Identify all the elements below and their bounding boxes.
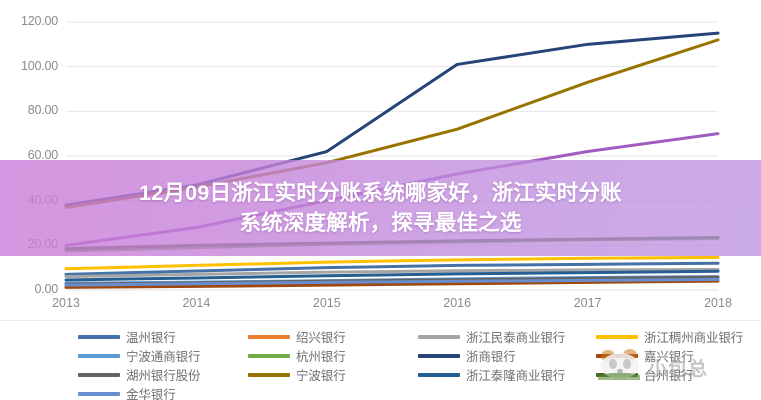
y-tick-label: 100.00	[20, 58, 58, 73]
legend-label: 浙商银行	[466, 350, 516, 364]
legend-item[interactable]: 浙商银行	[418, 346, 565, 365]
legend-label: 浙江民泰商业银行	[466, 331, 566, 345]
legend-item[interactable]: 温州银行	[78, 327, 200, 346]
legend-item[interactable]: 杭州银行	[248, 346, 346, 365]
legend-item[interactable]: 湖州银行股份	[78, 365, 201, 384]
legend-column: 绍兴银行杭州银行宁波银行	[248, 327, 346, 384]
legend-label: 台州银行	[644, 369, 694, 383]
promo-headline-line2: 系统深度解析，探寻最佳之选	[239, 211, 522, 235]
x-tick-label: 2014	[182, 296, 211, 310]
legend-item[interactable]: 宁波银行	[248, 365, 346, 384]
legend-label: 嘉兴银行	[644, 350, 694, 364]
legend-label: 宁波银行	[296, 369, 346, 383]
legend-item[interactable]: 浙江泰隆商业银行	[418, 365, 565, 384]
legend-label: 金华银行	[126, 388, 176, 400]
series-line	[64, 261, 720, 276]
y-tick-label: 0.00	[34, 282, 58, 296]
legend-item[interactable]: 金华银行	[78, 384, 200, 400]
legend-swatch	[78, 334, 120, 339]
legend-column: 温州银行宁波通商银行 湖州银行股份 金华银行	[78, 327, 201, 400]
legend-item[interactable]: 宁波通商银行	[78, 346, 201, 365]
legend-swatch	[78, 391, 120, 396]
legend-label: 宁波通商银行	[126, 350, 201, 364]
y-tick-label: 80.00	[27, 103, 58, 118]
legend-swatch	[596, 372, 638, 377]
legend-label: 温州银行	[126, 331, 176, 345]
x-tick-label: 2018	[704, 296, 732, 310]
legend-swatch	[418, 372, 460, 377]
legend-item[interactable]: 浙江稠州商业银行	[596, 327, 743, 346]
legend-item[interactable]: 台州银行	[596, 365, 743, 384]
x-tick-label: 2017	[573, 296, 602, 310]
promo-banner: 12月09日浙江实时分账系统哪家好，浙江实时分账 系统深度解析，探寻最佳之选	[0, 160, 761, 256]
x-tick-label: 2015	[312, 296, 341, 310]
legend-swatch	[248, 334, 290, 339]
legend-column: 浙江民泰商业银行 浙商银行浙江泰隆商业银行	[418, 327, 565, 384]
chart-plot-svg	[64, 21, 720, 291]
legend-swatch	[418, 334, 460, 339]
series-line	[64, 255, 720, 271]
legend-label: 浙江稠州商业银行	[644, 331, 744, 345]
y-tick-label: 120.00	[20, 14, 58, 28]
legend-item[interactable]: 绍兴银行	[248, 327, 346, 346]
legend-swatch	[248, 372, 290, 377]
legend-swatch	[248, 353, 290, 358]
series-line	[64, 278, 720, 287]
legend-label: 绍兴银行	[296, 331, 346, 345]
promo-headline: 12月09日浙江实时分账系统哪家好，浙江实时分账 系统深度解析，探寻最佳之选	[139, 178, 622, 238]
legend-swatch	[596, 334, 638, 339]
legend-column: 浙江稠州商业银行 嘉兴银行台州银行	[596, 327, 743, 384]
legend-swatch	[78, 353, 120, 358]
x-tick-label: 2013	[52, 296, 80, 310]
chart-legend: 温州银行 宁波通商银行 湖州银行股份 金华银行 绍兴银行 杭州银行 宁波银行 浙江民泰商业银行…	[0, 320, 761, 400]
legend-swatch	[78, 372, 120, 377]
promo-headline-line1: 12月09日浙江实时分账系统哪家好，浙江实时分账	[139, 181, 622, 205]
legend-item[interactable]: 浙江民泰商业银行	[418, 327, 565, 346]
legend-swatch	[596, 353, 638, 358]
y-tick-label: 60.00	[27, 148, 58, 162]
series-line	[64, 279, 720, 289]
legend-label: 湖州银行股份	[126, 369, 201, 383]
legend-swatch	[418, 353, 460, 358]
x-tick-label: 2016	[443, 296, 472, 310]
series-line	[64, 267, 720, 279]
series-line	[64, 269, 720, 282]
legend-item[interactable]: 嘉兴银行	[596, 346, 743, 365]
legend-label: 浙江泰隆商业银行	[466, 369, 566, 383]
legend-label: 杭州银行	[296, 350, 346, 364]
